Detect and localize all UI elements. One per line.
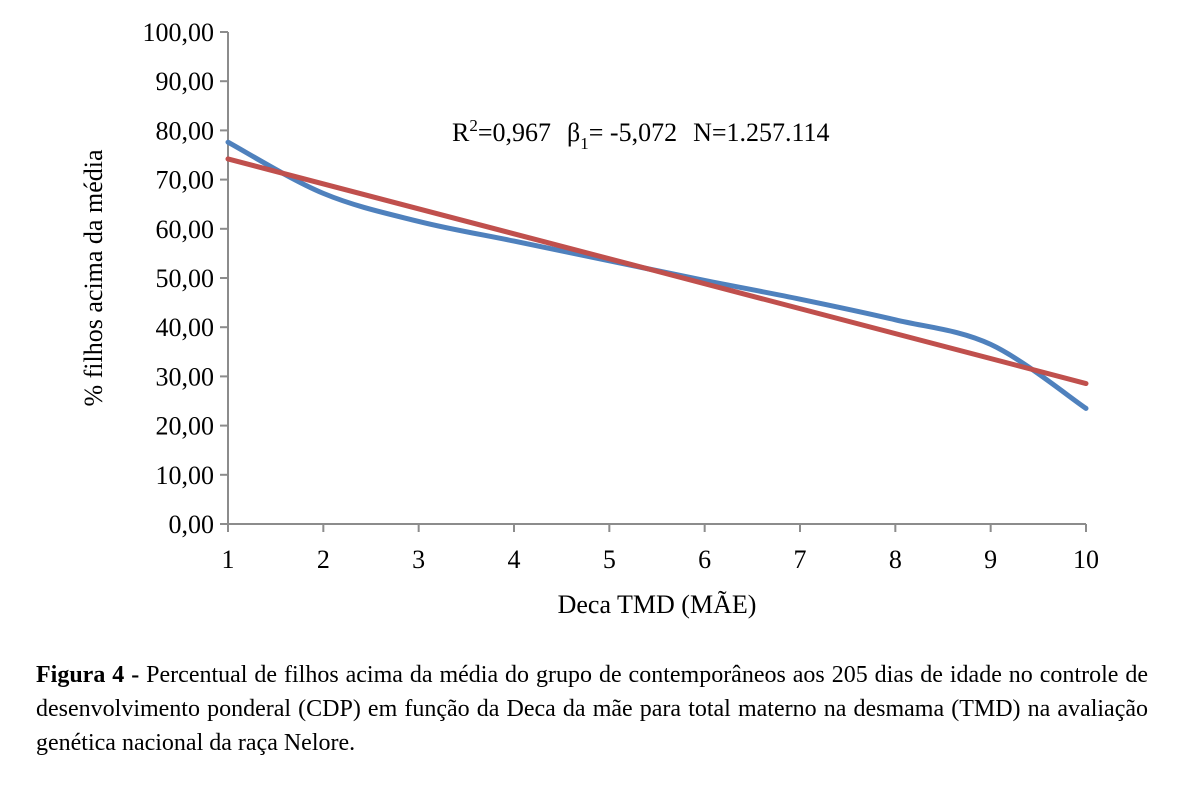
line-chart: 0,00 10,00 20,00 30,00 40,00 50,00 60,00 70,00 8… bbox=[79, 18, 1099, 619]
x-axis: 1 2 3 4 5 6 7 8 9 10 bbox=[222, 523, 1099, 574]
y-tick-label: 20,00 bbox=[156, 412, 215, 441]
beta-value: = -5,072 bbox=[589, 118, 677, 147]
regression-line bbox=[225, 156, 1089, 387]
x-tick-label: 6 bbox=[698, 545, 711, 574]
observed-series-line bbox=[225, 139, 1089, 411]
figure-caption: Figura 4 - Percentual de filhos acima da… bbox=[36, 658, 1148, 760]
x-tick-label: 5 bbox=[603, 545, 616, 574]
x-tick-label: 8 bbox=[889, 545, 902, 574]
y-axis-title: % filhos acima da média bbox=[79, 149, 108, 406]
y-tick-label: 60,00 bbox=[156, 215, 215, 244]
series-lines bbox=[225, 139, 1089, 411]
x-tick-label: 7 bbox=[794, 545, 807, 574]
beta-subscript: 1 bbox=[580, 134, 589, 153]
y-tick-label: 10,00 bbox=[156, 461, 215, 490]
y-tick-label: 70,00 bbox=[156, 166, 215, 195]
x-axis-title: Deca TMD (MÃE) bbox=[558, 590, 757, 619]
r2-prefix: R bbox=[452, 118, 470, 147]
r2-superscript: 2 bbox=[469, 116, 478, 135]
x-tick-label: 3 bbox=[412, 545, 425, 574]
x-tick-label: 10 bbox=[1073, 545, 1099, 574]
x-tick-label: 4 bbox=[508, 545, 521, 574]
caption-label: Figura 4 - bbox=[36, 662, 140, 688]
y-tick-label: 90,00 bbox=[156, 67, 215, 96]
x-tick-label: 9 bbox=[984, 545, 997, 574]
y-tick-label: 50,00 bbox=[156, 264, 215, 293]
x-tick-label: 1 bbox=[222, 545, 235, 574]
y-tick-label: 40,00 bbox=[156, 313, 215, 342]
beta-symbol: β bbox=[567, 118, 580, 147]
y-tick-label: 0,00 bbox=[169, 510, 215, 539]
r2-value: =0,967 bbox=[478, 118, 551, 147]
y-axis: 0,00 10,00 20,00 30,00 40,00 50,00 60,00 70,00 8… bbox=[143, 18, 229, 539]
regression-annotation: R2=0,967 β1= -5,072 N=1.257.114 bbox=[452, 116, 830, 153]
y-tick-label: 100,00 bbox=[143, 18, 215, 47]
x-tick-label: 2 bbox=[317, 545, 330, 574]
n-value: N=1.257.114 bbox=[693, 118, 829, 147]
caption-text: Percentual de filhos acima da média do g… bbox=[36, 662, 1148, 756]
y-tick-label: 30,00 bbox=[156, 362, 215, 391]
y-tick-label: 80,00 bbox=[156, 116, 215, 145]
